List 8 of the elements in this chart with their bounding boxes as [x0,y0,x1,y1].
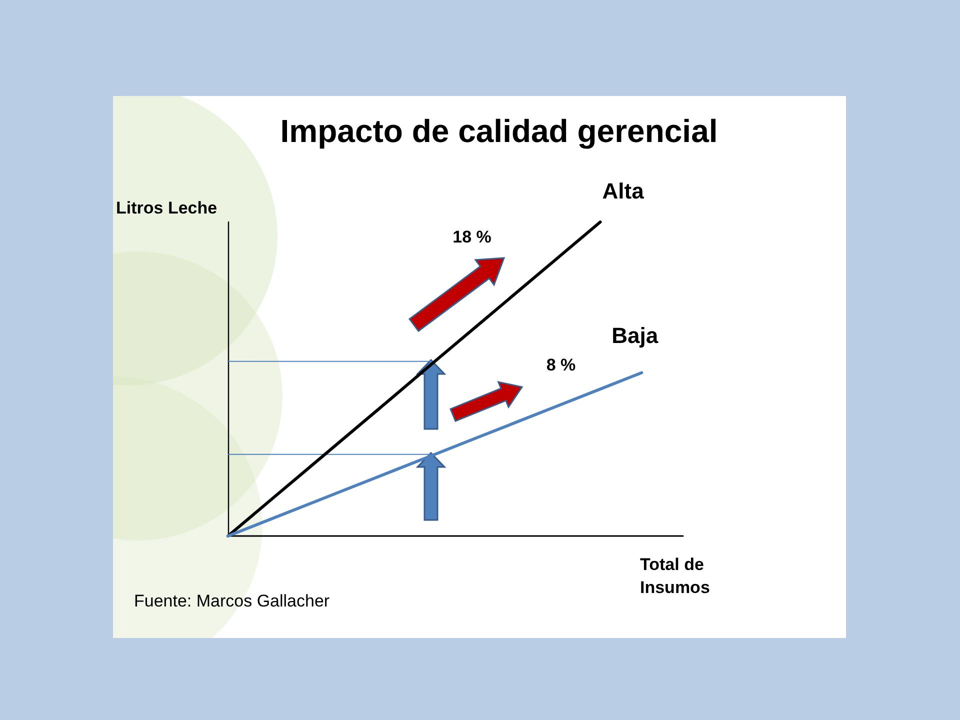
series-label: Baja [612,323,659,348]
annotation: 18 % [452,228,492,246]
source-note: Fuente: Marcos Gallacher [134,592,330,610]
y-axis-title: Litros Leche [116,198,218,218]
annotation: 8 % [546,356,576,374]
x-axis-title: Total de Insumos [640,555,710,597]
series-label: Alta [602,178,645,204]
chart-title: Impacto de calidad gerencial [280,113,718,149]
